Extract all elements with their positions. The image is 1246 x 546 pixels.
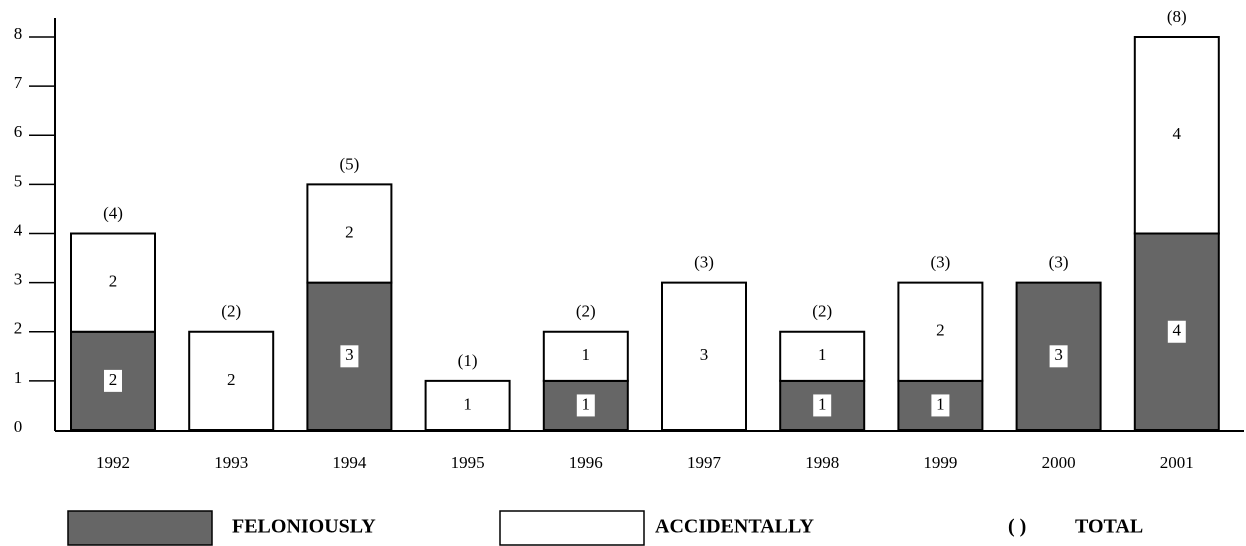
- x-tick-label: 1995: [451, 453, 485, 472]
- data-label: 3: [700, 345, 709, 364]
- x-tick-label: 1992: [96, 453, 130, 472]
- total-label: (5): [339, 154, 359, 173]
- total-label: (3): [930, 253, 950, 272]
- legend-label: ACCIDENTALLY: [655, 516, 814, 538]
- bar-segment: [188, 330, 275, 431]
- x-tick-label: 1999: [923, 453, 957, 472]
- total-label: (3): [1049, 253, 1069, 272]
- data-label: 1: [818, 345, 827, 364]
- y-tick-label: 0: [14, 417, 23, 436]
- total-label: (3): [694, 253, 714, 272]
- label-box: [576, 394, 595, 417]
- total-label: (2): [221, 302, 241, 321]
- legend-label: TOTAL: [1075, 516, 1143, 538]
- label-box: [104, 369, 122, 392]
- y-tick-label: 5: [14, 171, 23, 190]
- y-tick-label: 7: [14, 73, 23, 92]
- data-label: 2: [109, 370, 118, 389]
- x-tick-label: 1998: [805, 453, 839, 472]
- x-tick-label: 1993: [214, 453, 248, 472]
- data-label: 2: [936, 321, 945, 340]
- legend-swatch: [67, 510, 213, 546]
- data-label: 4: [1173, 321, 1182, 340]
- data-label: 3: [1054, 345, 1063, 364]
- total-label: (4): [103, 203, 123, 222]
- label-box: [813, 394, 832, 417]
- data-label: 1: [582, 345, 591, 364]
- legend-swatch: [499, 510, 645, 546]
- data-label: 1: [582, 394, 591, 413]
- y-tick-label: 4: [14, 220, 23, 239]
- bar-segment: [424, 379, 511, 431]
- data-label: 2: [109, 272, 118, 291]
- x-tick-label: 1996: [569, 453, 603, 472]
- total-label: (1): [458, 351, 478, 370]
- legend-symbol: ( ): [1008, 516, 1026, 538]
- bar-segment: [661, 281, 747, 431]
- y-tick-label: 6: [14, 122, 23, 141]
- total-label: (2): [576, 302, 596, 321]
- x-tick-label: 2001: [1160, 453, 1194, 472]
- data-label: 4: [1173, 124, 1182, 143]
- bar-segment: [542, 330, 629, 382]
- bar-segment: [70, 232, 156, 333]
- data-label: 1: [463, 394, 472, 413]
- label-box: [931, 394, 950, 417]
- y-tick-label: 3: [14, 270, 23, 289]
- total-label: (8): [1167, 7, 1187, 26]
- x-tick-label: 1997: [687, 453, 722, 472]
- label-box: [340, 345, 359, 368]
- total-label: (2): [812, 302, 832, 321]
- data-label: 2: [345, 222, 354, 241]
- bar-segment: [1133, 36, 1220, 235]
- y-tick-label: 2: [14, 319, 23, 338]
- label-box: [1167, 320, 1186, 343]
- bar-segment: [306, 183, 393, 284]
- label-box: [1049, 345, 1068, 368]
- bar-segment: [779, 330, 866, 382]
- data-label: 1: [936, 394, 945, 413]
- legend-label: FELONIOUSLY: [232, 516, 376, 538]
- bar-segment: [897, 281, 984, 382]
- y-tick-label: 1: [14, 368, 23, 387]
- x-tick-label: 1994: [332, 453, 367, 472]
- data-label: 2: [227, 370, 236, 389]
- y-tick-label: 8: [14, 24, 23, 43]
- data-label: 3: [345, 345, 354, 364]
- x-tick-label: 2000: [1042, 453, 1076, 472]
- data-label: 1: [818, 394, 827, 413]
